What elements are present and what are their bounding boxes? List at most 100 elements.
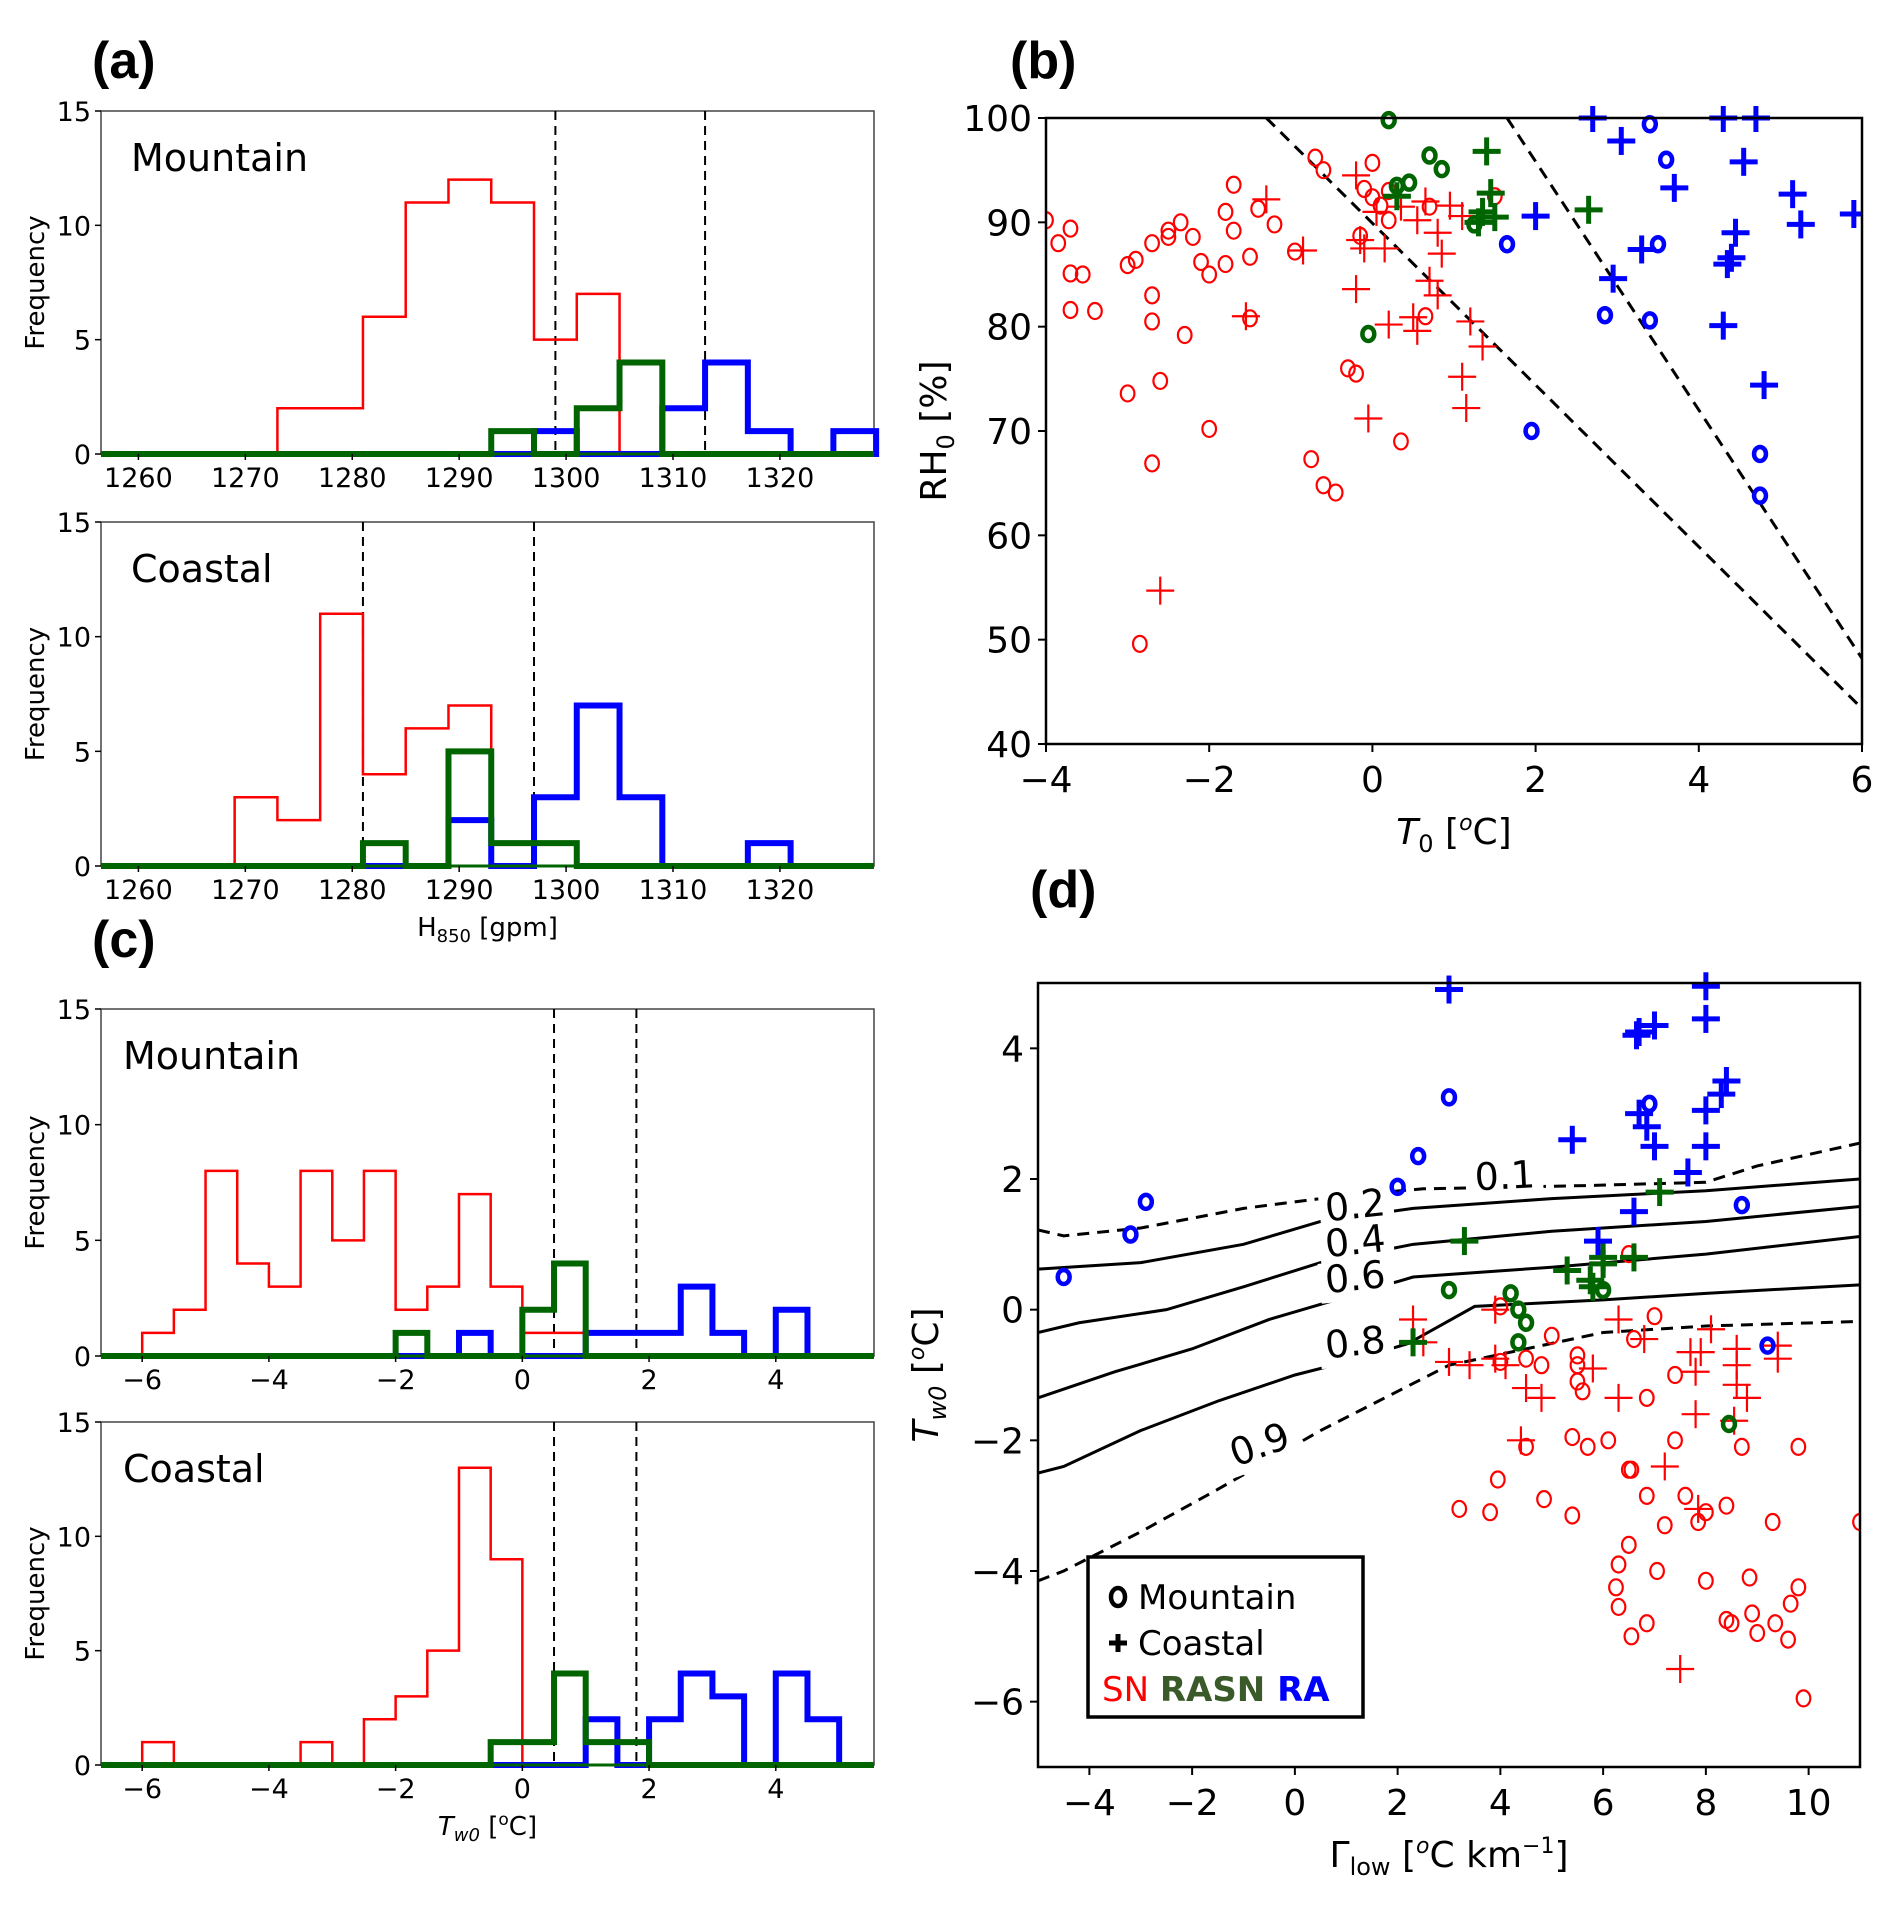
point-coastal bbox=[1640, 1132, 1669, 1161]
x-label-sub: w0 bbox=[454, 1825, 480, 1846]
y-tick-label: 4 bbox=[1001, 1029, 1024, 1070]
point-mountain bbox=[1225, 175, 1242, 194]
legend-circle-icon bbox=[1108, 1585, 1128, 1609]
point-mountain bbox=[1723, 1614, 1740, 1633]
point-mountain bbox=[1610, 1555, 1627, 1574]
point-coastal bbox=[1146, 576, 1175, 605]
point-mountain bbox=[1440, 1280, 1458, 1300]
point-coastal bbox=[1399, 303, 1428, 332]
x-label-unit: [ bbox=[480, 1812, 498, 1842]
point-mountain bbox=[1440, 1088, 1458, 1107]
y-tick-label: 70 bbox=[986, 412, 1032, 453]
point-mountain bbox=[1518, 1437, 1534, 1456]
legend-categories: SN RASN RA bbox=[1102, 1670, 1330, 1710]
x-tick-label: −4 bbox=[249, 1365, 289, 1396]
x-label-main: T bbox=[438, 1812, 456, 1842]
subplot-title: Coastal bbox=[123, 1447, 265, 1491]
panel-label: (c) bbox=[92, 911, 156, 969]
x-axis-label: T0 [oC] bbox=[1396, 811, 1511, 858]
point-mountain bbox=[1119, 384, 1136, 403]
y-label-main: T bbox=[906, 1418, 947, 1443]
y-tick-label: 80 bbox=[986, 308, 1032, 349]
contour-09 bbox=[1038, 1319, 1860, 1583]
x-label-unit: [ bbox=[1391, 1835, 1417, 1876]
point-coastal bbox=[1673, 1158, 1702, 1187]
point-mountain bbox=[1315, 476, 1332, 495]
point-mountain bbox=[1790, 1437, 1807, 1456]
point-mountain bbox=[1433, 159, 1450, 179]
point-mountain bbox=[1421, 146, 1438, 165]
x-tick-label: 2 bbox=[640, 1365, 657, 1396]
point-mountain bbox=[1062, 264, 1079, 283]
point-mountain bbox=[1242, 309, 1258, 328]
point-mountain bbox=[1225, 221, 1242, 240]
point-coastal bbox=[1427, 239, 1456, 268]
point-coastal bbox=[1604, 1305, 1633, 1334]
point-mountain bbox=[1533, 1356, 1550, 1375]
point-mountain bbox=[1492, 1352, 1509, 1372]
point-coastal bbox=[1709, 311, 1738, 340]
x-tick-label: 1300 bbox=[532, 875, 601, 906]
point-coastal bbox=[1450, 1227, 1479, 1256]
point-coastal bbox=[1627, 235, 1656, 264]
x-tick-label: 1260 bbox=[104, 463, 173, 494]
x-axis-label: Γlow [oC km−1] bbox=[1330, 1834, 1569, 1881]
point-coastal bbox=[1778, 180, 1807, 209]
x-tick-label: −2 bbox=[376, 1365, 416, 1396]
y-tick-label: 15 bbox=[57, 995, 91, 1026]
histogram-rasn bbox=[101, 1670, 874, 1768]
x-tick-label: 2 bbox=[640, 1774, 657, 1805]
point-mountain bbox=[1733, 1195, 1751, 1215]
point-coastal bbox=[1481, 1295, 1510, 1324]
point-mountain bbox=[1389, 1177, 1406, 1197]
point-mountain bbox=[1641, 311, 1659, 330]
point-mountain bbox=[1564, 1427, 1581, 1447]
point-mountain bbox=[1610, 1597, 1627, 1617]
y-tick-label: 10 bbox=[57, 623, 91, 654]
plot-frame bbox=[1036, 981, 1862, 1769]
histogram-sn bbox=[101, 1169, 874, 1358]
point-coastal bbox=[1553, 1256, 1582, 1285]
point-mountain bbox=[1172, 213, 1189, 232]
point-coastal bbox=[1452, 394, 1481, 423]
point-mountain bbox=[1749, 1623, 1766, 1643]
y-tick-label: −2 bbox=[971, 1421, 1024, 1462]
point-mountain bbox=[1677, 1486, 1694, 1505]
point-mountain bbox=[1638, 1388, 1655, 1407]
y-axis-label: Frequency bbox=[21, 215, 51, 349]
subplot-title: Mountain bbox=[123, 1034, 300, 1078]
point-coastal bbox=[1681, 1357, 1710, 1386]
y-label-sup: o bbox=[905, 1347, 930, 1360]
point-mountain bbox=[1782, 1594, 1799, 1613]
point-mountain bbox=[1564, 1506, 1581, 1525]
point-mountain bbox=[1751, 486, 1769, 505]
point-coastal bbox=[1691, 1132, 1720, 1161]
point-mountain bbox=[1266, 215, 1283, 234]
point-mountain bbox=[1518, 1349, 1534, 1368]
point-mountain bbox=[1502, 1284, 1519, 1303]
point-mountain bbox=[1517, 1313, 1535, 1332]
point-mountain bbox=[1482, 1503, 1498, 1522]
point-mountain bbox=[1340, 359, 1356, 378]
point-coastal bbox=[1632, 1112, 1661, 1141]
point-coastal bbox=[1480, 203, 1509, 232]
point-coastal bbox=[1512, 1374, 1541, 1403]
y-tick-label: 90 bbox=[986, 203, 1032, 244]
point-coastal bbox=[1625, 1018, 1654, 1046]
point-coastal bbox=[1729, 147, 1758, 176]
x-label-sup: o bbox=[1416, 1834, 1429, 1859]
point-mountain bbox=[1649, 1561, 1665, 1581]
point-mountain bbox=[1250, 199, 1267, 218]
y-axis-label: Frequency bbox=[21, 627, 51, 761]
contour-label-bg bbox=[1317, 1321, 1396, 1370]
x-tick-label: 1280 bbox=[318, 875, 387, 906]
point-mountain bbox=[1307, 148, 1324, 167]
point-coastal bbox=[1423, 218, 1452, 247]
x-tick-label: 0 bbox=[1283, 1783, 1306, 1824]
y-tick-label: 100 bbox=[963, 99, 1032, 140]
x-tick-label: 1300 bbox=[532, 463, 601, 494]
contour-label-bg bbox=[1219, 1415, 1304, 1479]
point-mountain bbox=[1638, 1614, 1655, 1633]
x-tick-label: 1290 bbox=[425, 875, 494, 906]
